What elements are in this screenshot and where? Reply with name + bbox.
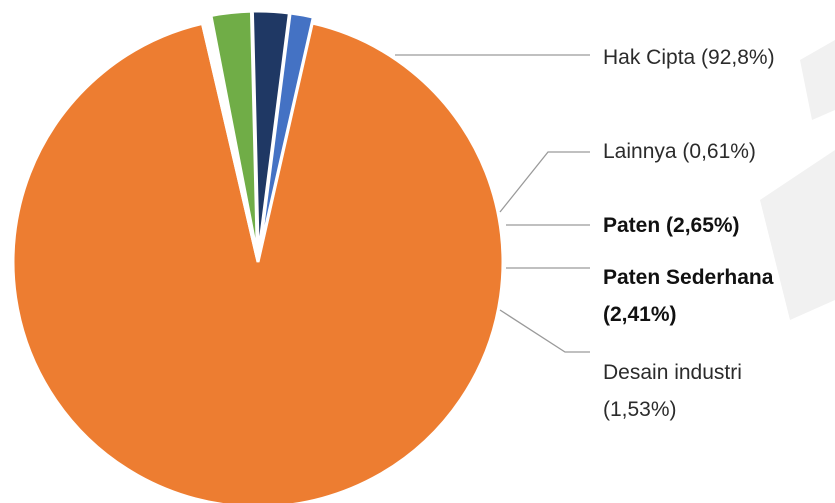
label-hak-cipta: Hak Cipta (92,8%) xyxy=(603,46,775,69)
watermark-shape xyxy=(760,150,835,320)
leader-lines xyxy=(395,54,590,353)
label-line: Paten Sederhana xyxy=(603,266,774,289)
slice-hak-cipta xyxy=(11,21,505,503)
label-paten-sederhana: Paten Sederhana (2,41%) xyxy=(603,266,774,326)
label-line: Desain industri xyxy=(603,361,742,384)
label-line: Hak Cipta (92,8%) xyxy=(603,46,775,69)
slice-labels: Hak Cipta (92,8%) Lainnya (0,61%) Paten (2… xyxy=(603,46,775,421)
label-line: (2,41%) xyxy=(603,303,677,326)
label-lainnya: Lainnya (0,61%) xyxy=(603,140,756,163)
label-desain-industri: Desain industri (1,53%) xyxy=(603,361,742,421)
label-line: (1,53%) xyxy=(603,398,677,421)
pie-slices xyxy=(11,6,505,503)
slice-lainnya xyxy=(197,6,259,259)
slice-desain-industri xyxy=(257,11,316,257)
leader-line-lainnya xyxy=(499,151,590,213)
label-line: Lainnya (0,61%) xyxy=(603,140,756,163)
leader-line-desain-industri xyxy=(499,309,590,353)
watermark-shape-top xyxy=(800,40,835,120)
label-line: Paten (2,65%) xyxy=(603,214,740,237)
label-paten: Paten (2,65%) xyxy=(603,214,740,237)
